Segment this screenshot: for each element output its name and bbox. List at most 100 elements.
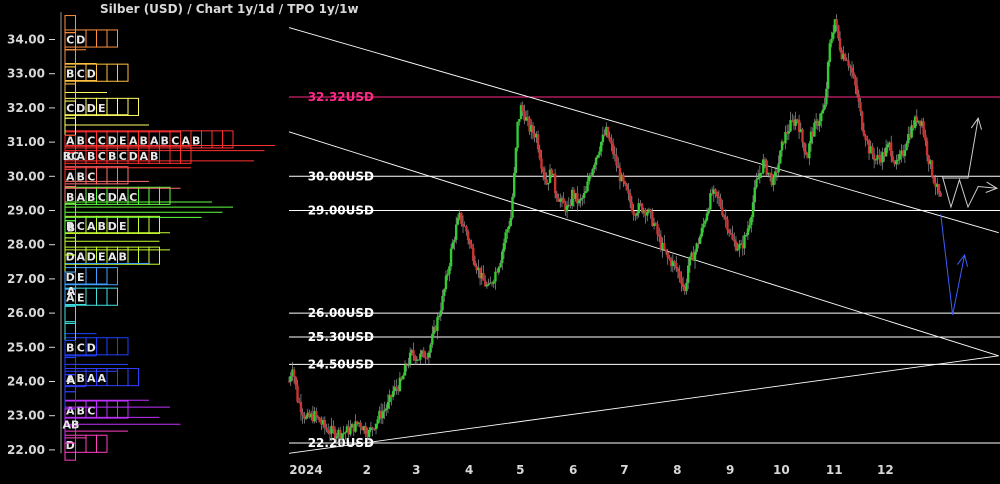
candle-body [301, 412, 304, 416]
candle-body [567, 204, 570, 206]
tpo-letter: A [150, 134, 159, 147]
candle-body [835, 19, 838, 26]
candle-body [734, 241, 738, 251]
tpo-side-letter: BC [63, 150, 79, 163]
candle-body [398, 377, 402, 391]
y-tick-label: 25.00 [7, 340, 45, 354]
tpo-letter: A [118, 191, 127, 204]
candle-body [861, 111, 864, 131]
candle-body [371, 427, 374, 429]
candle-body [813, 122, 816, 137]
candle-body [620, 174, 623, 182]
candle-body [872, 154, 876, 161]
candle-body [806, 154, 809, 159]
candle-body [581, 197, 584, 199]
candle-body [495, 271, 499, 273]
candle-body [669, 259, 673, 267]
candle-body [639, 203, 642, 205]
tpo-letter: B [161, 134, 169, 147]
tpo-letter: B [87, 191, 95, 204]
candle-body [832, 32, 835, 39]
candle-body [864, 135, 867, 140]
candle-body [477, 267, 480, 271]
x-tick-label: 2 [363, 463, 371, 477]
candle-body [540, 158, 543, 169]
candle-body [555, 193, 559, 198]
candle-body [528, 118, 531, 132]
candle-body [472, 247, 475, 261]
candle-body [852, 72, 855, 77]
candle-body [750, 217, 753, 226]
candle-body [292, 369, 296, 377]
candle-body [635, 213, 639, 216]
candle-body [391, 391, 395, 398]
tpo-letter: D [66, 439, 75, 452]
candle-body [698, 236, 702, 244]
tpo-cell [85, 287, 97, 306]
tpo-letter: D [87, 68, 96, 81]
tpo-letter: B [66, 220, 74, 233]
tpo-stem-cell [64, 117, 76, 136]
candle-body [727, 230, 731, 233]
tpo-letter: D [87, 341, 96, 354]
tpo-letter: D [129, 150, 138, 163]
candle-body [649, 209, 652, 212]
candle-body [482, 272, 485, 281]
candle-body [895, 160, 898, 165]
candle-body [739, 243, 743, 245]
candle-body [659, 236, 663, 250]
candle-body [818, 121, 821, 126]
candle-body [545, 179, 548, 185]
tpo-cell [106, 400, 118, 419]
candle-body [550, 169, 553, 176]
candle-body [707, 209, 710, 214]
level-label: 29.00USD [308, 204, 374, 218]
candle-body [629, 193, 632, 203]
candle-body [627, 189, 630, 194]
candle-body [623, 181, 627, 185]
candle-body [400, 377, 403, 380]
candle-body [804, 151, 808, 155]
candle-body [765, 160, 768, 175]
candle-body [494, 271, 497, 282]
candle-body [603, 134, 606, 136]
tpo-letter: A [66, 170, 75, 183]
candle-body [465, 226, 468, 232]
tpo-side-letter: A [67, 285, 76, 298]
candle-body [601, 134, 605, 142]
candle-body [828, 43, 832, 62]
candle-body [579, 198, 582, 201]
candle-body [547, 182, 550, 185]
candle-body [779, 150, 782, 164]
candle-body [511, 196, 514, 218]
candle-body [357, 422, 361, 424]
candle-body [610, 140, 613, 144]
candle-body [388, 395, 391, 403]
candle-body [927, 155, 930, 165]
candle-body [796, 119, 799, 121]
candle-body [396, 388, 400, 391]
candle-body [901, 150, 905, 157]
candle-body [751, 202, 755, 218]
tpo-cell [127, 215, 139, 234]
tpo-stem-cell [64, 305, 76, 324]
candle-body [434, 326, 437, 332]
candle-body [458, 212, 461, 219]
candle-body [415, 359, 419, 361]
tpo-cell [106, 97, 118, 116]
candle-body [427, 352, 431, 358]
candle-body [536, 134, 540, 150]
candle-body [443, 289, 446, 296]
candle-body [617, 165, 620, 168]
tpo-cell [106, 63, 118, 82]
candle-body [437, 315, 441, 318]
tpo-letter: A [66, 405, 75, 418]
candle-body [333, 429, 337, 439]
candle-body [548, 169, 552, 183]
tpo-side-letter: A [67, 374, 76, 387]
candle-body [833, 19, 837, 33]
candle-body [608, 137, 611, 141]
candle-body [705, 213, 709, 221]
tpo-cell [85, 29, 97, 48]
candle-body [403, 364, 407, 376]
